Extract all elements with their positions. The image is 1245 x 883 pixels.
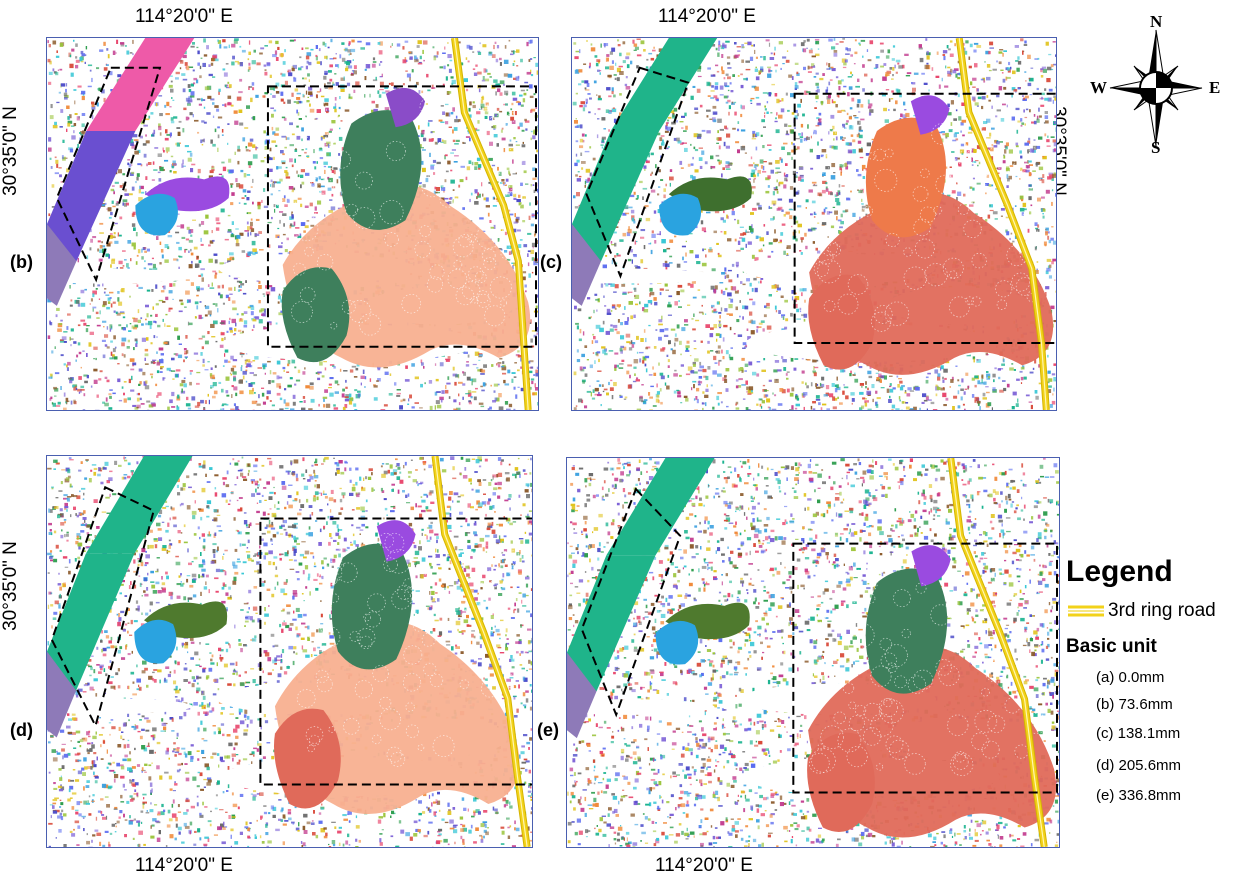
legend-item-c: (c) 138.1mm <box>1096 725 1181 742</box>
legend-title: Legend <box>1066 555 1173 588</box>
compass-south-label: S <box>1151 138 1161 157</box>
longitude-label-top-left: 114°20'0" E <box>135 6 233 27</box>
diagonal-band-b <box>47 38 195 306</box>
diagonal-band-d <box>47 456 193 738</box>
map-canvas-e <box>567 458 1059 847</box>
compass-rose-icon <box>1109 29 1203 147</box>
diagonal-band-e <box>567 458 715 739</box>
diagonal-area-box-e <box>580 487 682 718</box>
diagonal-band-c <box>572 38 718 306</box>
map-panel-e <box>566 457 1060 848</box>
ring-road-b <box>451 38 532 410</box>
map-panel-c <box>571 37 1057 411</box>
ring-road-d <box>431 456 531 847</box>
map-panel-d <box>46 455 533 848</box>
map-canvas-c <box>572 38 1056 410</box>
compass-east-label: E <box>1209 78 1221 97</box>
diagonal-area-box-d <box>50 485 155 729</box>
road-symbol-icon <box>1068 605 1104 617</box>
panel-letter-c: (c) <box>540 252 562 272</box>
legend-road-label: 3rd ring road <box>1108 600 1216 621</box>
panel-letter-e: (e) <box>537 720 559 740</box>
map-panel-b <box>46 37 539 411</box>
panel-letter-d: (d) <box>10 720 33 740</box>
study-area-box-b <box>266 85 537 348</box>
ring-road-c <box>955 38 1050 410</box>
study-area-box-e <box>792 542 1058 794</box>
diagonal-area-box-c <box>585 66 690 279</box>
study-area-box-d <box>259 517 532 786</box>
map-canvas-d <box>47 456 532 847</box>
ring-road-e <box>947 458 1048 847</box>
legend-item-e: (e) 336.8mm <box>1096 787 1182 804</box>
diagonal-area-box-b <box>55 66 162 283</box>
north-arrow: N S E W <box>1088 10 1228 160</box>
legend-item-d: (d) 205.6mm <box>1096 757 1182 774</box>
longitude-label-bottom-left: 114°20'0" E <box>135 855 233 876</box>
legend-item-b: (b) 73.6mm <box>1096 696 1173 713</box>
longitude-label-bottom-right: 114°20'0" E <box>655 855 753 876</box>
compass-west-label: W <box>1090 78 1107 97</box>
latitude-label-left-bottom: 30°35'0" N <box>0 541 21 631</box>
longitude-label-top-right: 114°20'0" E <box>658 6 756 27</box>
legend-item-a: (a) 0.0mm <box>1096 669 1165 686</box>
legend-basic-unit-label: Basic unit <box>1066 636 1157 657</box>
study-area-box-c <box>793 92 1056 345</box>
map-canvas-b <box>47 38 538 410</box>
latitude-label-left-top: 30°35'0" N <box>0 106 21 196</box>
compass-north-label: N <box>1150 12 1163 31</box>
panel-letter-b: (b) <box>10 252 33 272</box>
